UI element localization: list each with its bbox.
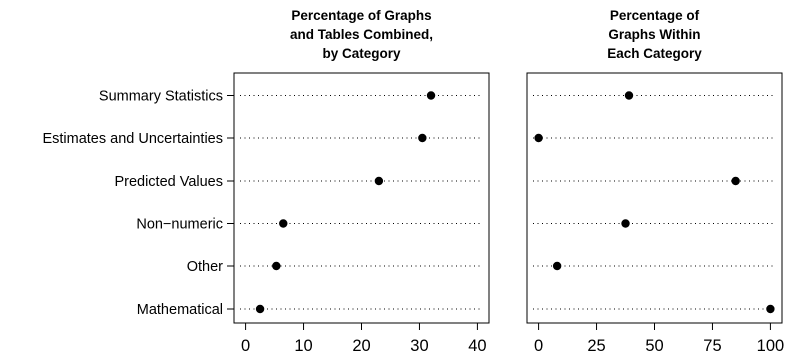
x-tick-label: 50 — [645, 337, 663, 355]
x-tick-label: 30 — [410, 337, 428, 355]
panel-title-line: by Category — [322, 46, 401, 61]
panel-title-line: Percentage of Graphs — [291, 8, 431, 23]
category-label-mathematical: Mathematical — [137, 302, 223, 318]
panel-1: Percentage of Graphs and Tables Combined,… — [233, 8, 490, 355]
panel-2: Percentage of Graphs Within Each Category 0… — [526, 8, 785, 355]
category-label-predicted-values: Predicted Values — [114, 174, 223, 190]
x-tick-label: 0 — [241, 337, 250, 355]
plot-frame — [526, 72, 783, 324]
x-tick-label: 100 — [757, 337, 785, 355]
data-point-non-numeric — [621, 219, 630, 228]
x-tick-label: 25 — [587, 337, 605, 355]
panel-title-line: Percentage of — [610, 8, 700, 23]
panel-title-line: Each Category — [607, 46, 702, 61]
data-point-estimates-and-uncertainties — [534, 133, 543, 143]
data-point-summary-statistics — [624, 91, 634, 100]
data-point-other — [272, 261, 281, 271]
data-point-other — [552, 261, 562, 271]
data-point-summary-statistics — [426, 91, 436, 100]
category-label-estimates-and-uncertainties: Estimates and Uncertainties — [42, 131, 223, 147]
panel-title-line: and Tables Combined, — [290, 27, 433, 42]
x-tick-label: 75 — [703, 337, 721, 355]
category-label-other: Other — [187, 259, 223, 275]
data-point-estimates-and-uncertainties — [418, 133, 427, 143]
data-point-mathematical — [766, 304, 775, 314]
category-label-summary-statistics: Summary Statistics — [99, 89, 223, 105]
category-label-non-numeric: Non−numeric — [136, 217, 223, 233]
category-labels: Summary Statistics Estimates and Uncertai… — [42, 89, 234, 318]
chart-panels: Percentage of Graphs and Tables Combined,… — [233, 8, 785, 355]
x-tick-label: 0 — [534, 337, 543, 355]
x-tick-label: 40 — [468, 337, 486, 355]
data-point-non-numeric — [279, 219, 288, 228]
panel-title-line: Graphs Within — [608, 27, 700, 42]
data-point-mathematical — [255, 304, 265, 314]
plot-frame — [233, 72, 490, 324]
x-tick-label: 10 — [294, 337, 312, 355]
data-point-predicted-values — [374, 176, 384, 186]
data-point-predicted-values — [731, 176, 740, 186]
x-tick-label: 20 — [352, 337, 370, 355]
